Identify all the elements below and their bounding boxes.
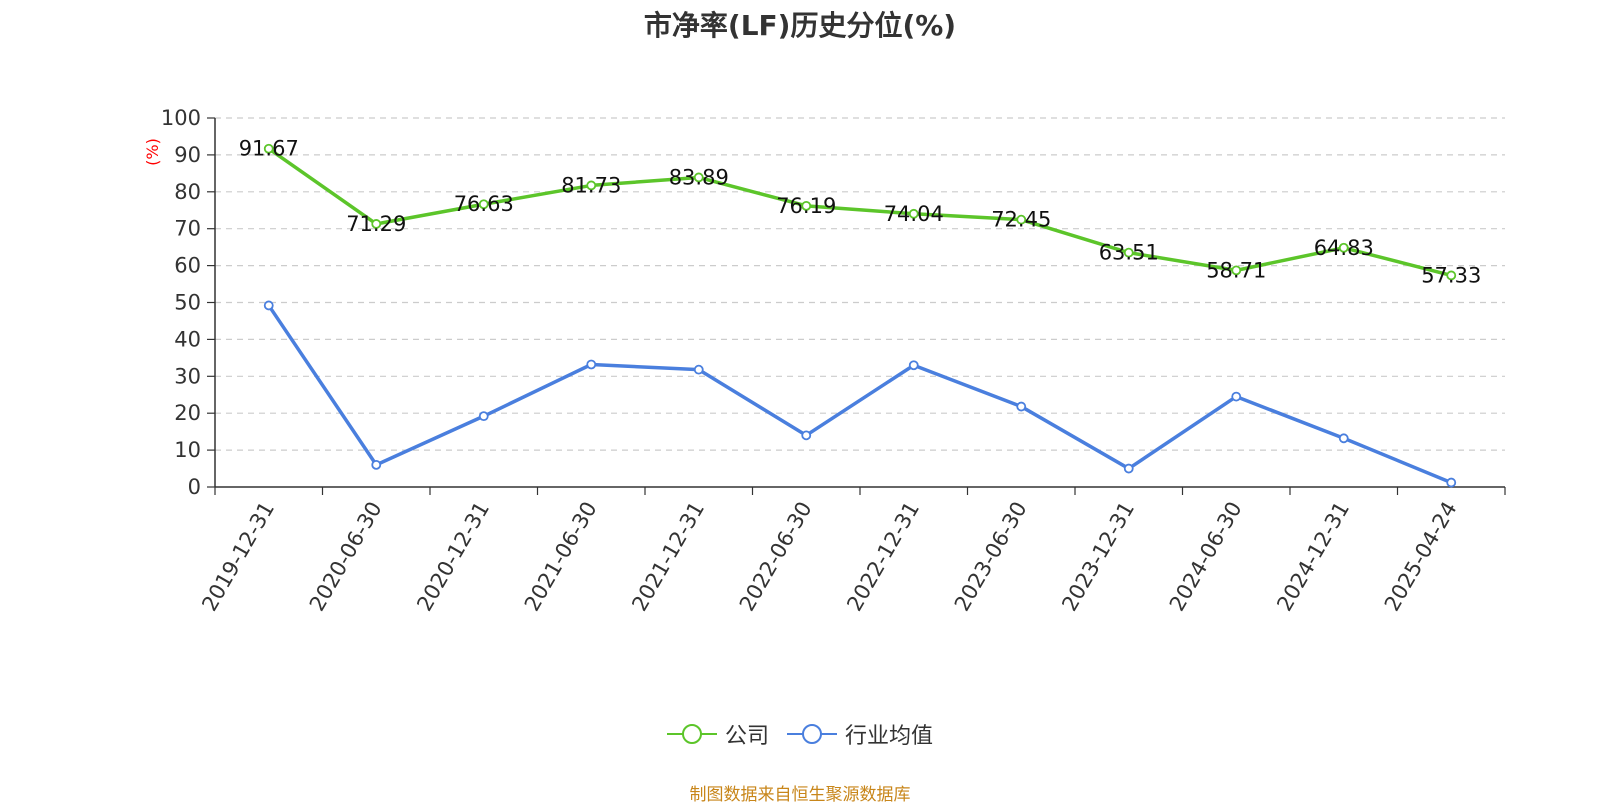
legend-label-industry-average: 行业均值 (845, 724, 934, 749)
data-point (1338, 433, 1349, 444)
data-label: 83.89 (669, 165, 729, 189)
data-label: 76.63 (454, 192, 514, 216)
data-point (1016, 401, 1027, 412)
x-tick-label: 2020-12-31 (412, 498, 494, 616)
grid-lines (215, 117, 1505, 451)
data-point (908, 208, 919, 219)
y-tick-label: 80 (174, 180, 201, 204)
data-point (1231, 265, 1242, 276)
x-tick-label: 2023-12-31 (1057, 498, 1139, 616)
data-point (1446, 270, 1457, 281)
data-point (1123, 247, 1134, 258)
data-point (693, 172, 704, 183)
x-tick-label: 2019-12-31 (197, 498, 279, 616)
y-tick-label: 50 (174, 291, 201, 315)
y-tick-label: 20 (174, 401, 201, 425)
chart-title: 市净率(LF)历史分位(%) (643, 9, 957, 42)
y-tick-label: 0 (188, 475, 201, 499)
legend-label-company: 公司 (724, 724, 769, 749)
x-tick-label: 2024-06-30 (1165, 498, 1247, 616)
data-label: 91.67 (239, 137, 299, 161)
y-axis-unit-label: (%) (143, 138, 162, 166)
data-point (1123, 463, 1134, 474)
data-point (371, 219, 382, 229)
data-point (1338, 242, 1349, 253)
data-label: 72.45 (991, 208, 1051, 232)
y-tick-label: 100 (161, 106, 201, 130)
data-point (1446, 477, 1457, 488)
legend-marker-industry-icon (787, 724, 837, 744)
data-label: 58.71 (1206, 258, 1266, 282)
series-line-0 (267, 147, 1452, 278)
legend-marker-company-icon (666, 724, 717, 744)
data-label: 74.04 (884, 202, 944, 226)
data-point (478, 411, 489, 422)
series-line-1 (267, 304, 1452, 485)
y-tick-label: 30 (174, 364, 201, 388)
y-tick-label: 60 (174, 254, 201, 278)
y-tick-label: 90 (174, 143, 201, 167)
x-tick-label: 2024-12-31 (1272, 498, 1354, 616)
legend: 公司 行业均值 (0, 718, 1600, 750)
data-label: 81.73 (561, 173, 621, 197)
data-point (263, 300, 274, 311)
x-tick-label: 2021-12-31 (627, 498, 709, 616)
data-point (263, 143, 274, 154)
legend-item-industry-average[interactable]: 行业均值 (787, 718, 933, 750)
legend-circle-company (681, 724, 702, 744)
data-label: 76.19 (776, 194, 836, 218)
y-tick-label: 40 (174, 327, 201, 351)
data-label: 64.83 (1314, 236, 1374, 260)
data-point (371, 459, 382, 470)
data-point (1231, 391, 1242, 402)
data-label: 63.51 (1099, 241, 1159, 265)
data-labels: 91.67 71.29 76.63 81.73 83.89 76.19 74.04 72.45… (239, 137, 1482, 288)
data-point (801, 200, 812, 211)
data-point (478, 199, 489, 210)
data-point (586, 359, 597, 370)
data-point (801, 430, 812, 441)
data-label: 71.29 (346, 212, 406, 236)
x-tick-label: 2021-06-30 (520, 498, 602, 616)
data-point (693, 364, 704, 375)
y-tick-label: 10 (174, 438, 201, 462)
data-point (908, 360, 919, 371)
series-lines (263, 143, 1457, 488)
data-label: 57.33 (1421, 263, 1481, 287)
x-tick-label: 2025-04-24 (1380, 498, 1462, 616)
x-tick-label: 2020-06-30 (305, 498, 387, 616)
x-tick-label: 2022-12-31 (842, 498, 924, 616)
x-tick-label: 2022-06-30 (735, 498, 817, 616)
y-tick-label: 70 (174, 217, 201, 241)
x-tick-label: 2023-06-30 (950, 498, 1032, 616)
axes: 0 10 20 30 40 50 60 70 80 90 100 (%) 2019-12-31 2020-… (143, 106, 1506, 616)
data-point (1016, 214, 1027, 225)
legend-item-company[interactable]: 公司 (666, 718, 769, 750)
source-note: 制图数据来自恒生聚源数据库 (689, 785, 911, 805)
data-point (586, 180, 597, 191)
legend-circle-industry (802, 724, 822, 744)
